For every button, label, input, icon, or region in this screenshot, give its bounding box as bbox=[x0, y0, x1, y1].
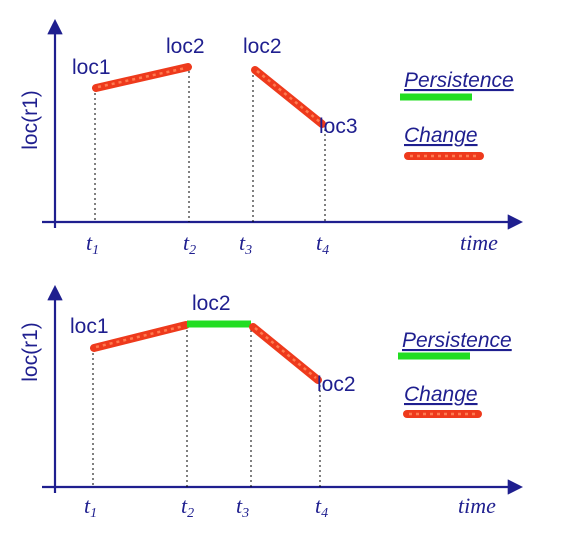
top-change-segment-1 bbox=[92, 63, 192, 92]
top-label-loc2-b: loc2 bbox=[243, 35, 282, 58]
top-tick-t2: t2 bbox=[183, 230, 196, 258]
top-y-axis-label: loc(r1) bbox=[19, 90, 42, 150]
bottom-tick-t3: t3 bbox=[236, 493, 249, 521]
bottom-panel: loc(r1) loc1 loc2 loc2 t1 t2 t3 t4 time … bbox=[19, 284, 524, 521]
bottom-y-axis-label: loc(r1) bbox=[19, 322, 42, 382]
bottom-change-segment-2 bbox=[249, 323, 322, 384]
bottom-legend-persistence-label: Persistence bbox=[402, 329, 512, 352]
top-legend-persistence-label: Persistence bbox=[404, 69, 514, 92]
top-tick-t4: t4 bbox=[316, 230, 329, 258]
bottom-label-loc1: loc1 bbox=[70, 315, 109, 338]
bottom-change-segment-1 bbox=[90, 321, 190, 352]
bottom-tick-t1: t1 bbox=[84, 493, 97, 521]
bottom-tick-t4: t4 bbox=[315, 493, 328, 521]
bottom-label-loc2-b: loc2 bbox=[317, 373, 356, 396]
top-change-segment-2 bbox=[251, 66, 326, 128]
bottom-legend-change-label: Change bbox=[404, 383, 478, 406]
top-panel: loc(r1) loc1 loc2 loc2 loc3 t1 t2 t3 t4 … bbox=[19, 18, 524, 258]
top-legend-change-label: Change bbox=[404, 124, 478, 147]
top-tick-t1: t1 bbox=[86, 230, 99, 258]
top-label-loc1: loc1 bbox=[72, 56, 111, 79]
top-x-axis-label: time bbox=[460, 230, 498, 255]
top-label-loc3: loc3 bbox=[319, 115, 358, 138]
bottom-x-axis-label: time bbox=[458, 493, 496, 518]
bottom-tick-t2: t2 bbox=[181, 493, 194, 521]
bottom-label-loc2-a: loc2 bbox=[192, 292, 231, 315]
top-tick-t3: t3 bbox=[239, 230, 252, 258]
top-label-loc2-a: loc2 bbox=[166, 35, 205, 58]
